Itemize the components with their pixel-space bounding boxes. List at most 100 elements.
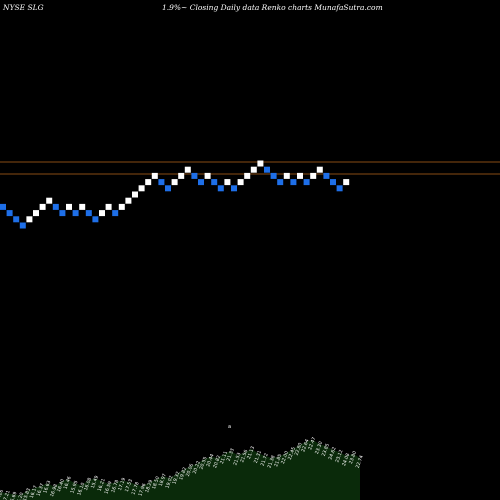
down-brick bbox=[231, 185, 237, 192]
down-brick bbox=[165, 185, 171, 192]
volume-value-label: 21.31 bbox=[253, 450, 263, 464]
up-brick bbox=[138, 185, 145, 192]
volume-value-label: 23.80 bbox=[348, 450, 358, 464]
down-brick bbox=[85, 210, 92, 217]
volume-value-label: 17.78 bbox=[131, 481, 141, 495]
volume-value-label: 16.08 bbox=[83, 477, 93, 491]
volume-value-label: 19.02 bbox=[165, 475, 175, 489]
up-brick bbox=[257, 160, 264, 167]
up-brick bbox=[39, 203, 46, 210]
volume-value-label: 22.64 bbox=[300, 438, 310, 452]
volume-value-label: 21.11 bbox=[219, 450, 229, 464]
volume-value-label: 20.55 bbox=[199, 456, 209, 470]
volume-value-label: 20.44 bbox=[205, 453, 215, 467]
volume-value-label: 24.08 bbox=[341, 452, 351, 466]
volume-value-label: 21.56 bbox=[239, 449, 249, 463]
up-brick bbox=[33, 210, 39, 217]
down-brick bbox=[0, 203, 6, 210]
volume-value-label: 22.45 bbox=[287, 446, 297, 460]
down-brick bbox=[59, 210, 66, 217]
volume-value-label: 16.20 bbox=[15, 492, 25, 500]
down-brick bbox=[264, 166, 270, 173]
volume-value-label: 16.10 bbox=[76, 482, 86, 496]
up-brick bbox=[224, 179, 231, 186]
volume-value-label: 21.38 bbox=[266, 455, 276, 469]
volume-value-label: 15.49 bbox=[90, 475, 100, 489]
volume-value-label: 16.17 bbox=[29, 485, 39, 499]
volume-label-series: 17.2617.2116.6916.2015.8316.1716.3716.63… bbox=[0, 436, 365, 500]
volume-value-label: 20.22 bbox=[192, 460, 202, 474]
up-brick bbox=[66, 203, 72, 210]
down-brick bbox=[198, 179, 204, 186]
up-brick bbox=[178, 172, 185, 179]
volume-value-label: 16.63 bbox=[42, 480, 52, 494]
down-brick bbox=[211, 179, 218, 186]
up-brick bbox=[118, 203, 125, 210]
down-brick bbox=[92, 216, 99, 223]
up-brick bbox=[79, 203, 86, 210]
down-brick bbox=[72, 210, 79, 217]
up-brick bbox=[204, 172, 211, 179]
volume-value-label: 16.46 bbox=[63, 476, 73, 490]
up-brick bbox=[145, 179, 152, 186]
volume-value-label: 18.97 bbox=[158, 473, 168, 487]
up-brick bbox=[297, 172, 303, 179]
down-brick bbox=[158, 179, 165, 186]
up-brick bbox=[316, 166, 323, 173]
ticker-label: NYSE SLG bbox=[3, 3, 44, 12]
volume-value-label: 19.32 bbox=[171, 471, 181, 485]
down-brick bbox=[112, 210, 119, 217]
up-brick bbox=[105, 203, 112, 210]
chart-info-label: 1.9%~ Closing Daily data Renko charts Mu… bbox=[162, 3, 383, 12]
volume-value-label: 21.33 bbox=[226, 448, 236, 462]
volume-value-label: 16.59 bbox=[103, 480, 113, 494]
up-brick bbox=[343, 179, 350, 186]
volume-value-label: 16.69 bbox=[8, 491, 18, 500]
volume-value-label: 16.21 bbox=[97, 478, 107, 492]
down-brick bbox=[330, 179, 336, 186]
volume-value-label: 22.80 bbox=[294, 442, 304, 456]
volume-value-label: 21.13 bbox=[246, 445, 256, 459]
down-brick bbox=[13, 216, 20, 223]
down-brick bbox=[323, 172, 330, 179]
up-brick bbox=[237, 179, 244, 186]
up-brick bbox=[244, 172, 251, 179]
up-brick bbox=[310, 172, 317, 179]
down-brick bbox=[270, 172, 277, 179]
volume-value-label: 16.37 bbox=[36, 483, 46, 497]
up-brick bbox=[46, 197, 53, 204]
volume-value-label: 19.82 bbox=[178, 466, 188, 480]
up-brick bbox=[26, 216, 33, 223]
volume-value-label: 16.78 bbox=[110, 479, 120, 493]
volume-value-label: 21.53 bbox=[232, 452, 242, 466]
volume-value-label: 17.21 bbox=[2, 490, 12, 500]
down-brick bbox=[336, 185, 343, 192]
volume-value-label: 16.98 bbox=[49, 483, 59, 497]
volume-annotation: a bbox=[228, 424, 231, 430]
volume-value-label: 22.47 bbox=[307, 436, 317, 450]
volume-value-label: 15.95 bbox=[69, 480, 79, 494]
volume-value-label: 17.19 bbox=[117, 477, 127, 491]
volume-value-label: 24.62 bbox=[328, 446, 338, 460]
up-brick bbox=[151, 172, 158, 179]
up-brick bbox=[283, 172, 290, 179]
down-brick bbox=[217, 185, 224, 192]
volume-value-label: 23.85 bbox=[321, 443, 331, 457]
volume-value-label: 17.26 bbox=[0, 489, 5, 500]
volume-value-label: 22.74 bbox=[355, 455, 365, 469]
volume-value-label: 17.53 bbox=[124, 478, 134, 492]
down-brick bbox=[303, 179, 310, 186]
up-brick bbox=[125, 197, 132, 204]
down-brick bbox=[277, 179, 284, 186]
down-brick bbox=[19, 222, 26, 229]
volume-value-label: 18.29 bbox=[144, 479, 154, 493]
volume-area bbox=[0, 439, 360, 500]
volume-value-label: 15.83 bbox=[22, 487, 32, 500]
up-brick bbox=[250, 166, 257, 173]
volume-value-label: 18.50 bbox=[151, 476, 161, 490]
volume-value-label: 21.85 bbox=[273, 453, 283, 467]
down-brick bbox=[290, 179, 297, 186]
volume-value-label: 21.72 bbox=[260, 452, 270, 466]
up-brick bbox=[99, 210, 105, 217]
